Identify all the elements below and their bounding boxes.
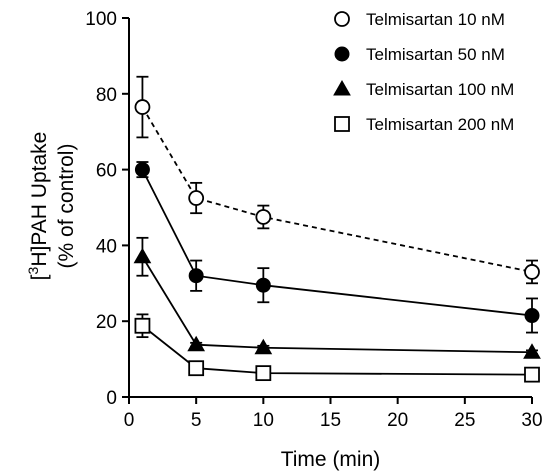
data-point	[134, 162, 150, 178]
legend-item: Telmisartan 10 nM	[334, 10, 505, 29]
series-1	[134, 75, 540, 285]
series-line	[141, 325, 533, 376]
series-4	[134, 313, 540, 383]
plot-series	[133, 75, 541, 383]
legend-marker	[334, 116, 350, 132]
x-axis-title: Time (min)	[281, 448, 381, 471]
data-point	[254, 338, 273, 355]
y-axis-title-rest: H]PAH Uptake	[28, 132, 51, 267]
axes: 0 20 40 60 80 100 0 5 10 15 20 25 30	[85, 9, 542, 431]
data-point	[188, 190, 205, 206]
data-point	[188, 360, 205, 377]
legend-item: Telmisartan 100 nM	[333, 79, 514, 99]
x-tick-label: 5	[191, 410, 202, 431]
series-line	[141, 169, 533, 317]
legend-item: Telmisartan 200 nM	[334, 115, 514, 134]
legend-marker	[334, 46, 350, 62]
y-tick-label: 0	[106, 388, 117, 409]
y-axis-title-line1: [3H]PAH Uptake	[25, 132, 51, 281]
legend-marker	[334, 11, 350, 27]
data-point	[523, 343, 541, 359]
y-tick-label: 100	[85, 9, 117, 30]
y-tick-label: 20	[96, 312, 117, 333]
x-tick-label: 0	[124, 410, 135, 431]
data-point	[255, 209, 272, 225]
x-ticks: 0 5 10 15 20 25 30	[124, 397, 543, 431]
legend-label: Telmisartan 200 nM	[366, 115, 514, 134]
x-tick-label: 10	[253, 410, 274, 431]
legend-label: Telmisartan 100 nM	[366, 80, 514, 99]
y-axis-title: [3H]PAH Uptake (% of control)	[25, 132, 78, 281]
legend-label: Telmisartan 10 nM	[366, 10, 505, 29]
legend: Telmisartan 10 nM Telmisartan 50 nM Telmis…	[333, 10, 514, 134]
data-point	[255, 277, 271, 293]
y-axis-title-superscript: 3	[25, 266, 41, 274]
legend-label: Telmisartan 50 nM	[366, 45, 505, 64]
series-line	[141, 256, 533, 354]
x-tick-label: 15	[320, 410, 341, 431]
data-point	[524, 366, 540, 383]
x-tick-label: 25	[454, 410, 475, 431]
x-tick-label: 20	[387, 410, 408, 431]
data-point	[134, 317, 151, 334]
y-tick-label: 60	[96, 161, 117, 182]
data-point	[133, 247, 152, 264]
y-ticks: 0 20 40 60 80 100	[85, 9, 129, 409]
data-point	[187, 335, 206, 352]
y-axis-title-line2: (% of control)	[55, 144, 78, 269]
legend-marker	[333, 79, 351, 96]
y-tick-label: 80	[96, 85, 117, 106]
x-tick-label: 30	[521, 410, 542, 431]
data-point	[524, 308, 540, 324]
data-point	[134, 99, 151, 115]
data-point	[188, 268, 204, 284]
series-2	[134, 161, 540, 334]
legend-item: Telmisartan 50 nM	[334, 45, 505, 64]
y-tick-label: 40	[96, 236, 117, 257]
series-3	[133, 236, 541, 359]
data-point	[255, 365, 272, 382]
data-point	[524, 264, 540, 280]
y-axis-title-bracket: [	[28, 274, 51, 280]
